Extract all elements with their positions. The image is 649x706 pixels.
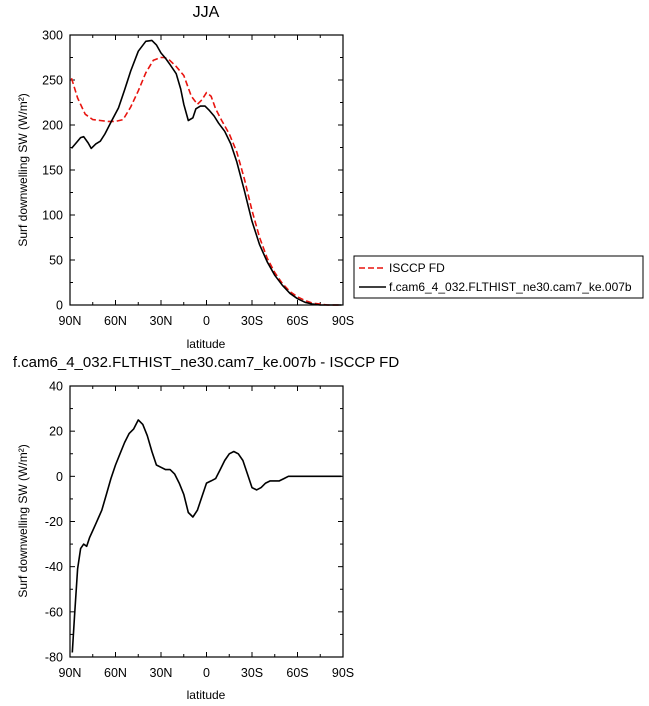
x-tick-label: 60N	[104, 314, 127, 328]
y-axis-label-bottom: Surf downwelling SW (W/m²)	[16, 444, 30, 597]
legend: ISCCP FD f.cam6_4_032.FLTHIST_ne30.cam7_…	[353, 255, 644, 299]
legend-box	[353, 255, 644, 299]
y-tick-label: -20	[45, 515, 63, 529]
y-tick-label: 200	[42, 119, 63, 133]
x-tick-label: 30N	[150, 314, 173, 328]
y-tick-label: 40	[49, 380, 63, 394]
y-axis-label-top: Surf downwelling SW (W/m²)	[16, 93, 30, 246]
y-tick-label: -80	[45, 651, 63, 665]
x-tick-label: 30N	[150, 666, 173, 680]
series-line-top-1	[70, 39, 342, 306]
x-tick-label: 90S	[332, 666, 354, 680]
x-tick-label: 90N	[59, 666, 82, 680]
series-line-top-0	[70, 56, 340, 306]
y-tick-label: 150	[42, 164, 63, 178]
legend-label-model: f.cam6_4_032.FLTHIST_ne30.cam7_ke.007b	[389, 280, 632, 294]
x-axis-label-bottom: latitude	[187, 688, 226, 702]
y-tick-label: 100	[42, 209, 63, 223]
x-tick-label: 0	[203, 314, 210, 328]
y-tick-label: 250	[42, 74, 63, 88]
panel-bottom: f.cam6_4_032.FLTHIST_ne30.cam7_ke.007b -…	[13, 354, 399, 702]
x-tick-label: 30S	[241, 666, 263, 680]
plot-frame-bottom	[69, 385, 344, 658]
x-tick-label: 0	[203, 666, 210, 680]
y-tick-label: 0	[56, 470, 63, 484]
y-tick-label: 300	[42, 29, 63, 43]
x-tick-label: 60S	[286, 666, 308, 680]
x-tick-label: 90S	[332, 314, 354, 328]
legend-label-isccp: ISCCP FD	[389, 261, 445, 275]
y-tick-label: 0	[56, 299, 63, 313]
plot-frame-top	[69, 34, 344, 306]
y-tick-label: 20	[49, 425, 63, 439]
chart-title-bottom: f.cam6_4_032.FLTHIST_ne30.cam7_ke.007b -…	[13, 354, 399, 371]
y-tick-label: -40	[45, 560, 63, 574]
chart-title-top: JJA	[193, 4, 220, 21]
x-tick-label: 60S	[286, 314, 308, 328]
panel-top: JJA 90N 60N 30N 0 30S 60S 90S 0 50 100 150 200 250 30…	[16, 4, 644, 351]
series-line-bottom-0	[71, 419, 342, 653]
x-tick-label: 30S	[241, 314, 263, 328]
x-tick-label: 60N	[104, 666, 127, 680]
x-axis-label-top: latitude	[187, 337, 226, 351]
y-tick-label: -60	[45, 605, 63, 619]
x-tick-label: 90N	[59, 314, 82, 328]
y-tick-label: 50	[49, 254, 63, 268]
